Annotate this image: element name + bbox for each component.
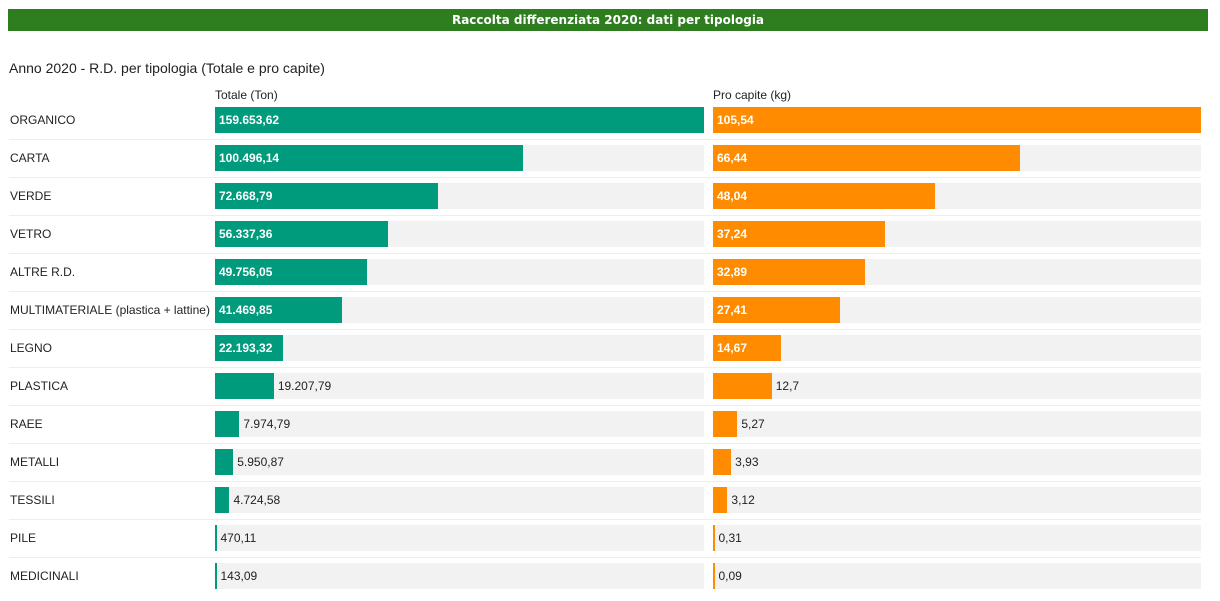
- data-label: 56.337,36: [219, 227, 273, 241]
- bar-track: [215, 525, 704, 551]
- category-label: MULTIMATERIALE (plastica + lattine): [10, 303, 210, 317]
- bar-track: [713, 335, 1201, 361]
- row-separator: [9, 215, 1201, 216]
- category-label: PLASTICA: [10, 379, 69, 393]
- bar-pro-capite: [713, 373, 772, 399]
- data-label: 0,31: [718, 531, 742, 545]
- bar-pro-capite: [713, 525, 715, 551]
- bar-pro-capite: [713, 145, 1021, 171]
- data-label: 159.653,62: [219, 113, 280, 127]
- data-label: 4.724,58: [233, 493, 281, 507]
- data-label: 3,93: [735, 455, 759, 469]
- bar-totale: [215, 335, 283, 361]
- row-separator: [9, 519, 1201, 520]
- category-label: RAEE: [10, 417, 43, 431]
- data-label: 32,89: [717, 265, 748, 279]
- row-separator: [9, 481, 1201, 482]
- bar-totale: [215, 145, 523, 171]
- bar-track: [713, 487, 1201, 513]
- data-label: 41.469,85: [219, 303, 273, 317]
- bar-pro-capite: [713, 335, 781, 361]
- data-label: 22.193,32: [219, 341, 273, 355]
- bar-track: [215, 563, 704, 589]
- chart-title: Anno 2020 - R.D. per tipologia (Totale e…: [9, 60, 325, 76]
- bar-track: [713, 563, 1201, 589]
- bar-totale: [215, 411, 240, 437]
- category-label: VERDE: [10, 189, 52, 203]
- data-label: 66,44: [717, 151, 748, 165]
- bar-totale: [215, 525, 217, 551]
- bar-pro-capite: [713, 259, 866, 285]
- bar-pro-capite: [713, 487, 728, 513]
- data-label: 3,12: [731, 493, 755, 507]
- chart-banner: Raccolta differenziata 2020: dati per ti…: [8, 9, 1208, 31]
- category-label: METALLI: [10, 455, 60, 469]
- bar-totale: [215, 259, 368, 285]
- bar-pro-capite: [713, 411, 738, 437]
- bar-totale: [215, 107, 704, 133]
- data-label: 100.496,14: [219, 151, 280, 165]
- bar-pro-capite: [713, 563, 715, 589]
- row-separator: [9, 253, 1201, 254]
- row-separator: [9, 443, 1201, 444]
- bar-track: [215, 335, 704, 361]
- bar-pro-capite: [713, 183, 936, 209]
- row-separator: [9, 367, 1201, 368]
- data-label: 0,09: [718, 569, 742, 583]
- bar-pro-capite: [713, 107, 1201, 133]
- data-label: 19.207,79: [277, 379, 332, 393]
- data-label: 48,04: [717, 189, 748, 203]
- category-label: LEGNO: [10, 341, 53, 355]
- data-label: 49.756,05: [219, 265, 273, 279]
- data-label: 14,67: [717, 341, 748, 355]
- bar-track: [713, 411, 1201, 437]
- bar-totale: [215, 183, 438, 209]
- data-label: 27,41: [717, 303, 748, 317]
- header-pro-capite: Pro capite (kg): [713, 88, 792, 102]
- bar-totale: [215, 487, 230, 513]
- bar-track: [713, 373, 1201, 399]
- category-label: TESSILI: [10, 493, 55, 507]
- header-totale: Totale (Ton): [215, 88, 278, 102]
- bar-track: [215, 411, 704, 437]
- bar-totale: [215, 449, 234, 475]
- bar-track: [215, 449, 704, 475]
- category-label: VETRO: [10, 227, 52, 241]
- row-separator: [9, 139, 1201, 140]
- row-separator: [9, 329, 1201, 330]
- bar-totale: [215, 221, 388, 247]
- bar-track: [713, 449, 1201, 475]
- data-label: 5.950,87: [237, 455, 284, 469]
- data-label: 37,24: [717, 227, 748, 241]
- bar-track: [713, 525, 1201, 551]
- data-label: 5,27: [741, 417, 765, 431]
- bar-totale: [215, 373, 274, 399]
- data-label: 105,54: [717, 113, 754, 127]
- bar-totale: [215, 297, 343, 323]
- data-label: 12,7: [775, 379, 800, 393]
- row-separator: [9, 405, 1201, 406]
- row-separator: [9, 291, 1201, 292]
- category-label: ORGANICO: [10, 113, 76, 127]
- category-label: ALTRE R.D.: [10, 265, 76, 279]
- bar-totale: [215, 563, 217, 589]
- bar-pro-capite: [713, 449, 732, 475]
- row-separator: [9, 177, 1201, 178]
- data-label: 143,09: [220, 569, 258, 583]
- data-label: 7.974,79: [243, 417, 291, 431]
- category-label: PILE: [10, 531, 37, 545]
- category-label: MEDICINALI: [10, 569, 79, 583]
- row-separator: [9, 557, 1201, 558]
- data-label: 470,11: [220, 531, 257, 545]
- bar-pro-capite: [713, 297, 840, 323]
- bar-track: [215, 373, 704, 399]
- data-label: 72.668,79: [219, 189, 273, 203]
- bar-pro-capite: [713, 221, 886, 247]
- category-label: CARTA: [10, 151, 50, 165]
- bar-track: [215, 487, 704, 513]
